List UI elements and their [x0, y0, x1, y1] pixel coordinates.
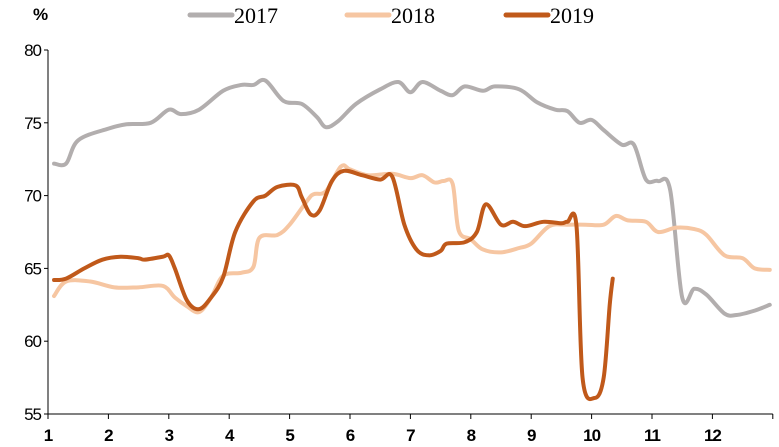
y-tick-label: 55 [24, 405, 41, 424]
legend-label: 2018 [391, 3, 435, 28]
x-tick-label: 11 [644, 426, 661, 445]
x-tick-label: 10 [583, 426, 600, 445]
y-tick-label: 70 [24, 187, 41, 206]
legend-item-2018: 2018 [344, 3, 435, 28]
series-line-2019 [52, 168, 615, 402]
x-tick-label: 2 [104, 426, 113, 445]
y-tick-label: 75 [24, 114, 41, 133]
legend: 2017 2018 2019 [187, 3, 594, 28]
x-tick-label: 7 [406, 426, 415, 445]
x-tick-label: 4 [225, 426, 235, 445]
x-tick-label: 9 [527, 426, 536, 445]
legend-item-2019: 2019 [503, 3, 594, 28]
y-tick-label: 65 [24, 259, 41, 278]
legend-label: 2019 [550, 3, 594, 28]
y-tick-label: 80 [24, 41, 41, 60]
x-tick-label: 1 [44, 426, 53, 445]
legend-item-2017: 2017 [187, 3, 278, 28]
x-tick-label: 3 [165, 426, 174, 445]
y-tick-label: 60 [24, 332, 41, 351]
series-line-2018 [52, 163, 772, 315]
series-lines [52, 77, 772, 402]
legend-label: 2017 [234, 3, 278, 28]
x-tick-label: 5 [285, 426, 294, 445]
x-tick-label: 12 [704, 426, 721, 445]
x-tick-label: 8 [467, 426, 476, 445]
series-line-2017 [52, 77, 772, 318]
x-tick-label: 6 [346, 426, 355, 445]
y-axis-label: % [33, 5, 48, 24]
